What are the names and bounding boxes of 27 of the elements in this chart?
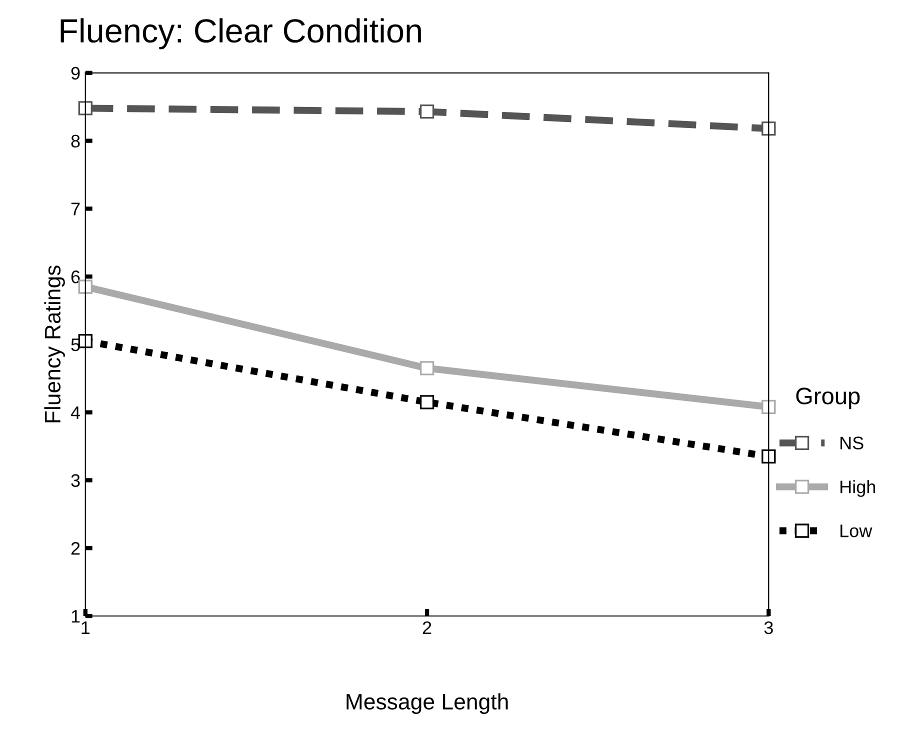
point	[420, 104, 434, 119]
y-tick-label: 1	[72, 610, 80, 623]
point	[420, 395, 434, 410]
x-tick-label: 2	[422, 621, 432, 634]
legend-label: High	[840, 480, 876, 497]
point	[78, 101, 92, 116]
y-tick-label: 6	[71, 270, 80, 284]
point	[762, 121, 776, 136]
y-tick-label: 9	[71, 66, 80, 80]
point	[78, 280, 92, 294]
y-tick-label: 7	[71, 202, 80, 216]
y-axis-title: Fluency Ratings	[44, 266, 65, 422]
x-axis-title: Message Length	[346, 693, 508, 714]
point	[78, 334, 92, 348]
point	[762, 400, 776, 414]
x-tick-label: 1	[82, 622, 90, 634]
y-tick-label: 4	[70, 406, 80, 419]
y-tick-label: 2	[71, 542, 80, 555]
chart-title: Fluency: Clear Condition	[60, 18, 421, 50]
point	[420, 361, 434, 376]
legend-label: Low	[840, 524, 872, 538]
y-tick-label: 3	[71, 474, 80, 487]
x-tick-label: 3	[764, 621, 773, 634]
legend-title: Group	[796, 388, 860, 410]
y-tick-label: 8	[71, 134, 80, 148]
point	[762, 449, 776, 464]
legend-label: NS	[840, 436, 864, 450]
